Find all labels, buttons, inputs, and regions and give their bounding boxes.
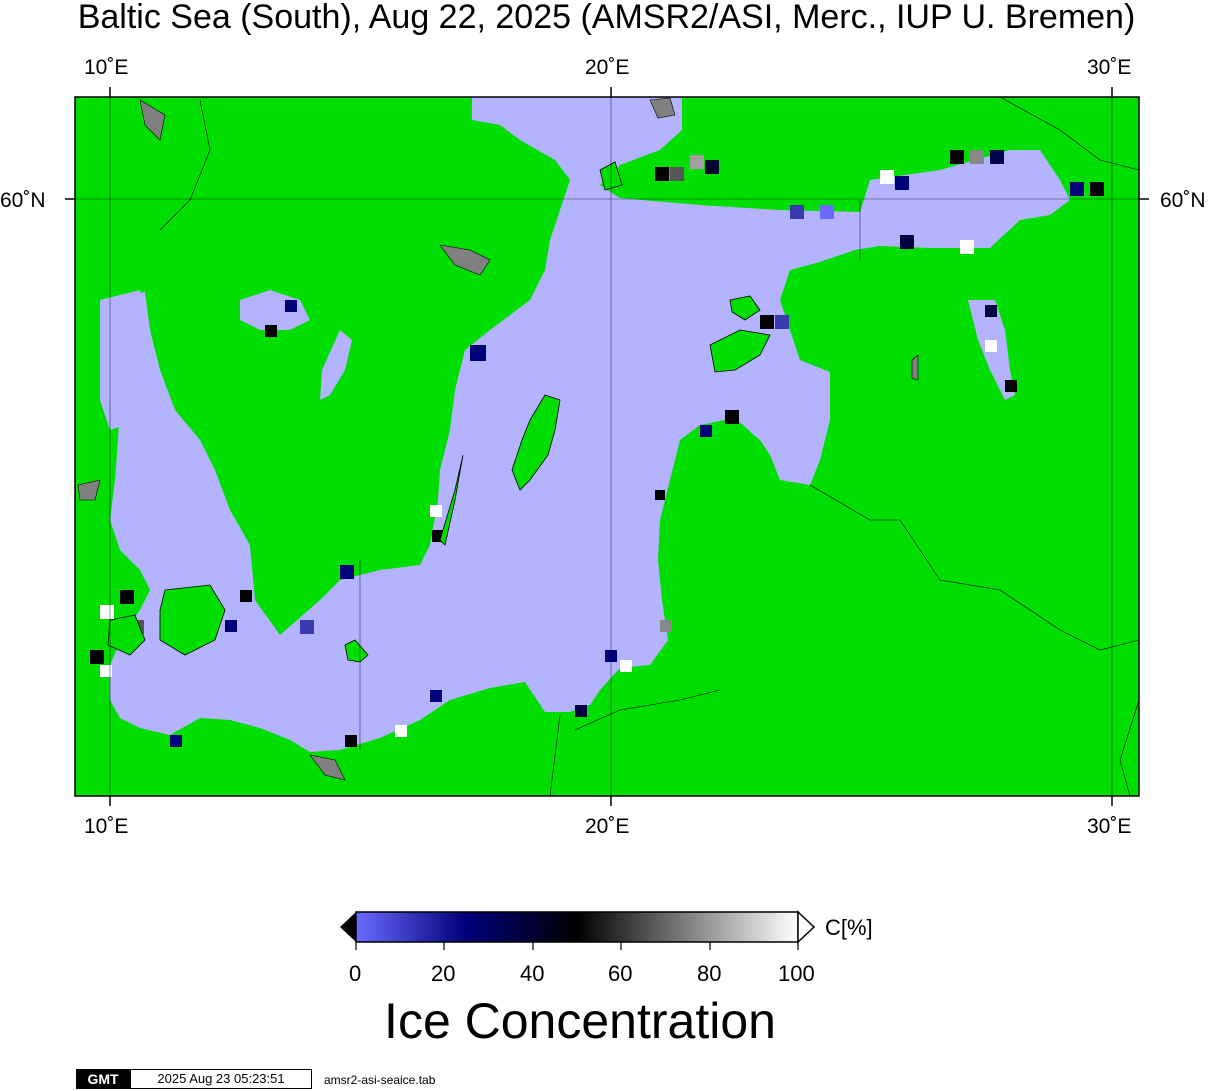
lon-label-bottom-30: 30˚E bbox=[1087, 815, 1132, 838]
colorbar-under-triangle bbox=[340, 912, 356, 942]
colorbar-title: Ice Concentration bbox=[384, 993, 776, 1049]
colorbar-unit-label: C[%] bbox=[825, 915, 873, 940]
sea-open-water bbox=[100, 97, 1070, 752]
colorbar-tick-20: 20 bbox=[431, 961, 456, 986]
lat-label-left-60: 60˚N bbox=[0, 189, 46, 212]
saaremaa-island bbox=[709, 329, 771, 373]
bornholm-island bbox=[344, 639, 369, 663]
lon-label-top-20: 20˚E bbox=[585, 56, 630, 79]
lon-label-bottom-10: 10˚E bbox=[84, 815, 129, 838]
colorbar-tick-60: 60 bbox=[608, 961, 633, 986]
colorbar-over-triangle bbox=[797, 910, 816, 944]
lat-label-right-60: 60˚N bbox=[1160, 189, 1206, 212]
zealand-island bbox=[159, 584, 226, 656]
land-ice bbox=[77, 97, 919, 781]
oland-island bbox=[439, 454, 464, 546]
ice-cells bbox=[90, 150, 1104, 747]
gmt-timestamp: 2025 Aug 23 05:23:51 bbox=[130, 1069, 312, 1089]
hiiumaa-island bbox=[729, 295, 761, 321]
colorbar bbox=[340, 910, 816, 950]
lon-label-top-10: 10˚E bbox=[84, 56, 129, 79]
map-body bbox=[75, 97, 1139, 796]
map-frame bbox=[74, 96, 1140, 797]
gmt-command-label: amsr2-asi-seaice.tab bbox=[324, 1073, 436, 1087]
gmt-logo: GMT bbox=[76, 1069, 130, 1089]
graticule bbox=[75, 97, 1139, 796]
islands bbox=[107, 161, 771, 663]
funen-island bbox=[107, 614, 146, 656]
colorbar-tick-0: 0 bbox=[349, 961, 362, 986]
country-borders bbox=[159, 97, 1139, 796]
map-title: Baltic Sea (South), Aug 22, 2025 (AMSR2/… bbox=[77, 0, 1136, 36]
colorbar-tick-100: 100 bbox=[778, 961, 815, 986]
frame-ticks bbox=[65, 87, 1149, 806]
lon-label-bottom-20: 20˚E bbox=[585, 815, 630, 838]
colorbar-tick-40: 40 bbox=[520, 961, 545, 986]
gotland-island bbox=[511, 394, 561, 491]
colorbar-gradient bbox=[355, 911, 799, 943]
colorbar-tick-80: 80 bbox=[697, 961, 722, 986]
lon-label-top-30: 30˚E bbox=[1087, 56, 1132, 79]
